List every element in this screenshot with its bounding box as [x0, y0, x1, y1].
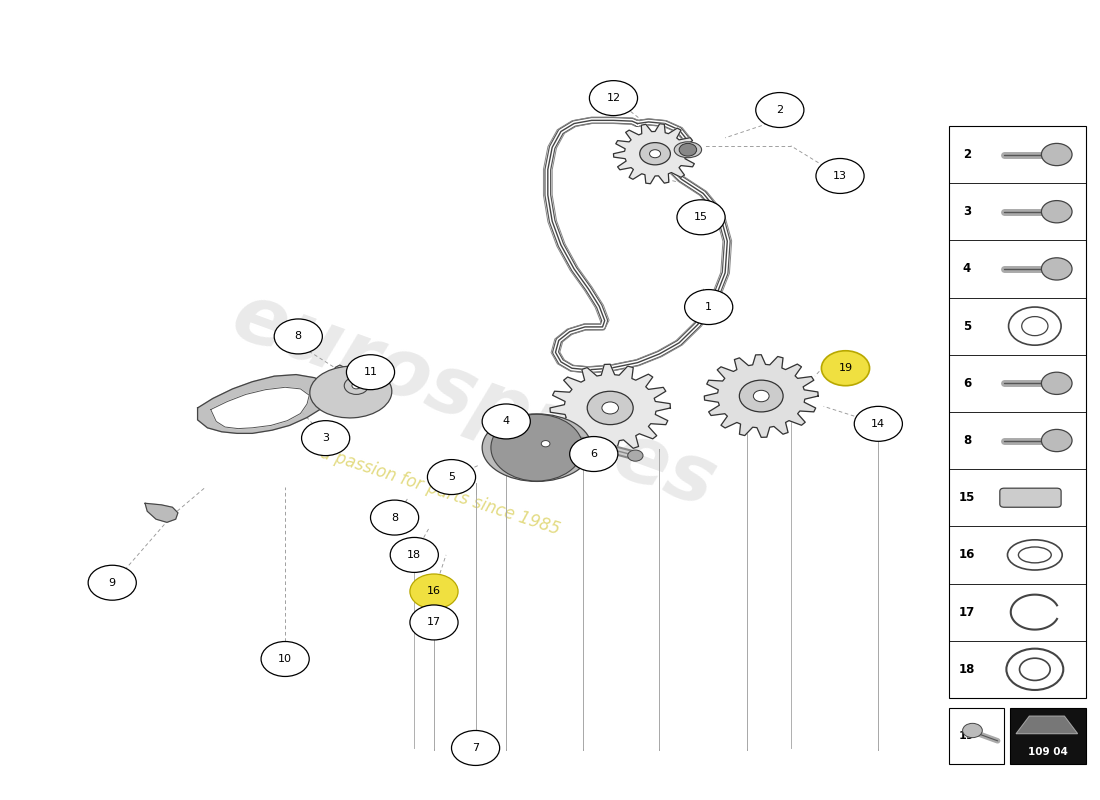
Text: 7: 7	[472, 743, 480, 753]
Text: 11: 11	[363, 367, 377, 377]
Circle shape	[482, 404, 530, 439]
Circle shape	[1042, 258, 1072, 280]
Ellipse shape	[482, 414, 592, 482]
Circle shape	[754, 390, 769, 402]
Circle shape	[602, 402, 618, 414]
FancyBboxPatch shape	[949, 126, 1087, 698]
Circle shape	[491, 414, 583, 481]
Polygon shape	[550, 364, 670, 452]
Text: 19: 19	[838, 363, 853, 374]
FancyBboxPatch shape	[949, 708, 1004, 764]
Text: eurospares: eurospares	[221, 276, 726, 524]
Circle shape	[1022, 317, 1048, 336]
Text: 5: 5	[962, 320, 971, 333]
Polygon shape	[211, 387, 309, 429]
Polygon shape	[145, 503, 178, 522]
Circle shape	[1020, 658, 1050, 681]
Circle shape	[88, 566, 136, 600]
Text: 15: 15	[959, 491, 976, 504]
Polygon shape	[1016, 716, 1078, 734]
Circle shape	[640, 142, 670, 165]
Text: 3: 3	[322, 433, 329, 443]
FancyBboxPatch shape	[1000, 488, 1062, 507]
Text: 3: 3	[962, 206, 971, 218]
Text: 109 04: 109 04	[1028, 747, 1068, 757]
Text: 8: 8	[390, 513, 398, 522]
Circle shape	[274, 319, 322, 354]
Circle shape	[590, 81, 638, 115]
Text: 4: 4	[962, 262, 971, 275]
Text: 5: 5	[448, 472, 455, 482]
Text: a passion for parts since 1985: a passion for parts since 1985	[318, 444, 563, 538]
Circle shape	[410, 605, 458, 640]
Polygon shape	[513, 420, 579, 467]
Circle shape	[962, 723, 982, 738]
Circle shape	[301, 421, 350, 456]
Circle shape	[1042, 372, 1072, 394]
Circle shape	[534, 435, 558, 453]
Text: 19: 19	[958, 731, 974, 741]
Circle shape	[371, 500, 419, 535]
Circle shape	[756, 93, 804, 127]
Circle shape	[739, 380, 783, 412]
Ellipse shape	[674, 142, 702, 158]
Circle shape	[676, 200, 725, 234]
Circle shape	[679, 143, 696, 156]
Circle shape	[410, 574, 458, 609]
Circle shape	[1042, 201, 1072, 223]
Text: 8: 8	[295, 331, 301, 342]
Text: 6: 6	[591, 449, 597, 459]
Text: 17: 17	[427, 618, 441, 627]
Text: 16: 16	[427, 586, 441, 597]
Circle shape	[1042, 430, 1072, 452]
Circle shape	[352, 382, 361, 389]
Circle shape	[587, 391, 634, 425]
Text: 16: 16	[959, 549, 976, 562]
Circle shape	[855, 406, 902, 442]
Text: 2: 2	[777, 105, 783, 115]
Circle shape	[261, 642, 309, 677]
Circle shape	[390, 538, 439, 572]
Circle shape	[346, 354, 395, 390]
Text: 18: 18	[407, 550, 421, 560]
Text: 2: 2	[962, 148, 971, 161]
Ellipse shape	[310, 366, 392, 418]
Text: 9: 9	[109, 578, 116, 588]
Text: 4: 4	[503, 417, 509, 426]
Circle shape	[451, 730, 499, 766]
Text: 8: 8	[962, 434, 971, 447]
Circle shape	[1006, 649, 1064, 690]
Circle shape	[541, 441, 550, 447]
Text: 18: 18	[959, 663, 976, 676]
Circle shape	[1009, 307, 1062, 345]
Polygon shape	[198, 374, 329, 434]
Polygon shape	[614, 124, 696, 184]
Circle shape	[684, 290, 733, 325]
Polygon shape	[704, 354, 818, 438]
Ellipse shape	[1019, 547, 1052, 563]
Text: 10: 10	[278, 654, 293, 664]
Text: 14: 14	[871, 419, 886, 429]
Polygon shape	[323, 362, 389, 409]
FancyBboxPatch shape	[1010, 708, 1087, 764]
Text: 15: 15	[694, 212, 708, 222]
Circle shape	[570, 437, 618, 471]
Ellipse shape	[1008, 540, 1063, 570]
Text: 1: 1	[705, 302, 712, 312]
Circle shape	[650, 150, 661, 158]
Circle shape	[822, 350, 870, 386]
Circle shape	[344, 377, 369, 394]
Circle shape	[628, 450, 643, 461]
Circle shape	[428, 459, 475, 494]
Text: 12: 12	[606, 93, 620, 103]
Text: 6: 6	[962, 377, 971, 390]
Circle shape	[1042, 143, 1072, 166]
Text: 13: 13	[833, 171, 847, 181]
Circle shape	[816, 158, 865, 194]
Text: 17: 17	[959, 606, 975, 618]
